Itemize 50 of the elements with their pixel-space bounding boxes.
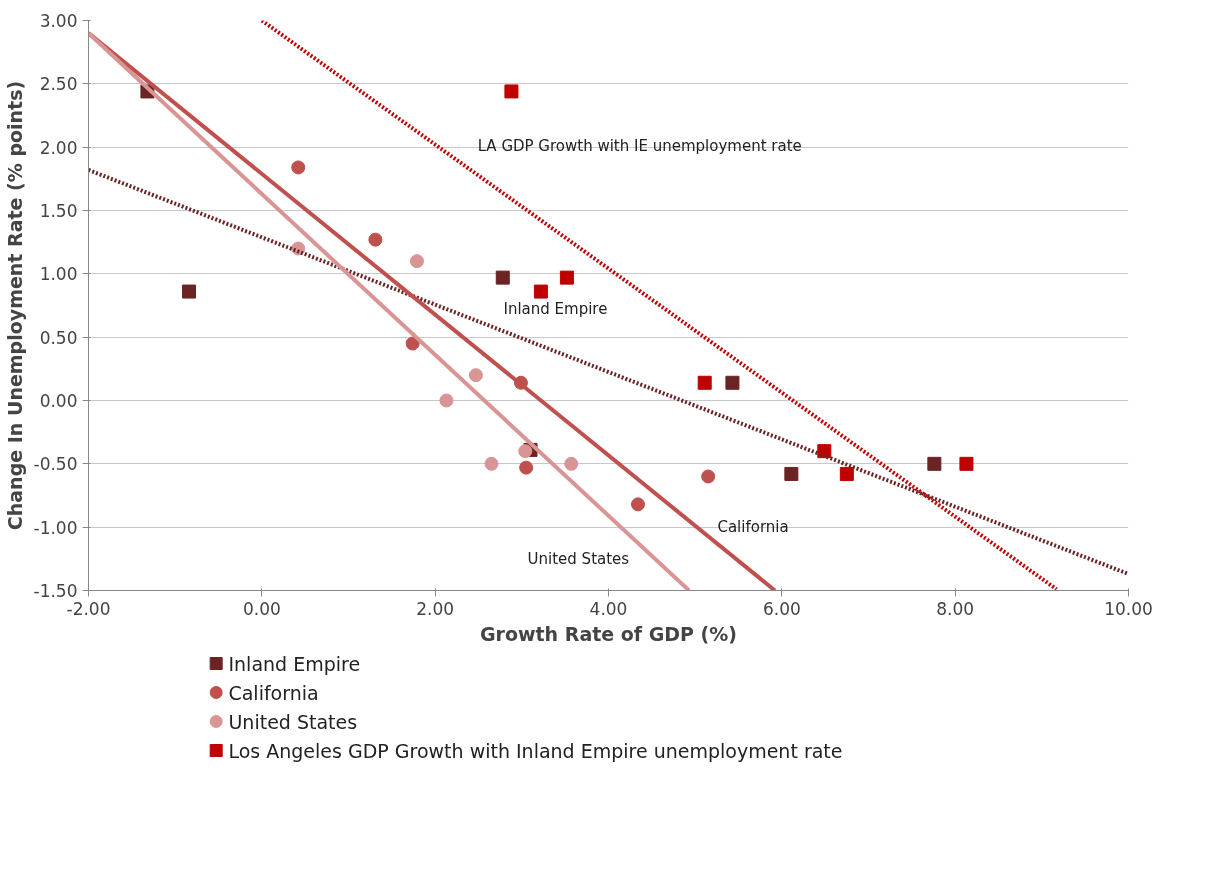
- point: [697, 375, 712, 390]
- point: [409, 254, 424, 269]
- x-tick-label: 4.00: [589, 598, 628, 619]
- annotation: Inland Empire: [503, 300, 608, 319]
- point: [368, 232, 383, 247]
- point: [959, 456, 974, 471]
- x-tick-label: 10.00: [1104, 598, 1153, 619]
- annotation: United States: [527, 549, 630, 568]
- x-axis-title: Growth Rate of GDP (%): [479, 622, 738, 645]
- y-tick-label: -1.00: [33, 517, 78, 538]
- y-tick-label: 0.00: [39, 391, 78, 411]
- point: [701, 469, 716, 484]
- point: [533, 284, 548, 299]
- x-tick-label: 8.00: [936, 598, 975, 619]
- y-axis-title: Change In Unemployment Rate (% points): [3, 80, 26, 531]
- point: [439, 393, 454, 408]
- legend-label: California: [228, 681, 319, 704]
- point: [484, 456, 499, 471]
- y-tick-label: 3.00: [39, 11, 78, 31]
- point: [519, 460, 534, 475]
- x-tick-label: 2.00: [416, 598, 455, 619]
- point: [630, 497, 645, 512]
- point: [559, 270, 574, 285]
- y-tick-label: 1.50: [39, 201, 78, 221]
- y-tick-label: -0.50: [33, 454, 78, 475]
- annotation: LA GDP Growth with IE unemployment rate: [477, 136, 802, 155]
- y-tick-label: 1.00: [39, 264, 78, 285]
- legend-label: Inland Empire: [228, 652, 361, 675]
- y-tick-label: -1.50: [33, 581, 78, 601]
- y-tick-label: 2.50: [39, 74, 78, 95]
- point: [784, 466, 799, 481]
- point: [405, 336, 420, 351]
- annotation: California: [717, 518, 789, 537]
- point: [182, 284, 197, 299]
- point: [468, 368, 483, 383]
- point: [839, 466, 854, 481]
- point: [725, 375, 740, 390]
- point: [564, 456, 579, 471]
- y-tick-label: 2.00: [39, 137, 78, 158]
- legend-label: United States: [228, 710, 358, 733]
- legend-label: Los Angeles GDP Growth with Inland Empire unemployment rate: [228, 739, 843, 762]
- x-tick-label: 0.00: [242, 598, 281, 619]
- y-tick-label: 0.50: [39, 327, 78, 348]
- point: [504, 84, 519, 99]
- x-tick-label: -2.00: [66, 598, 111, 619]
- point: [495, 270, 510, 285]
- point: [927, 456, 942, 471]
- point: [291, 160, 306, 175]
- x-tick-label: 6.00: [762, 598, 801, 619]
- point: [518, 444, 533, 459]
